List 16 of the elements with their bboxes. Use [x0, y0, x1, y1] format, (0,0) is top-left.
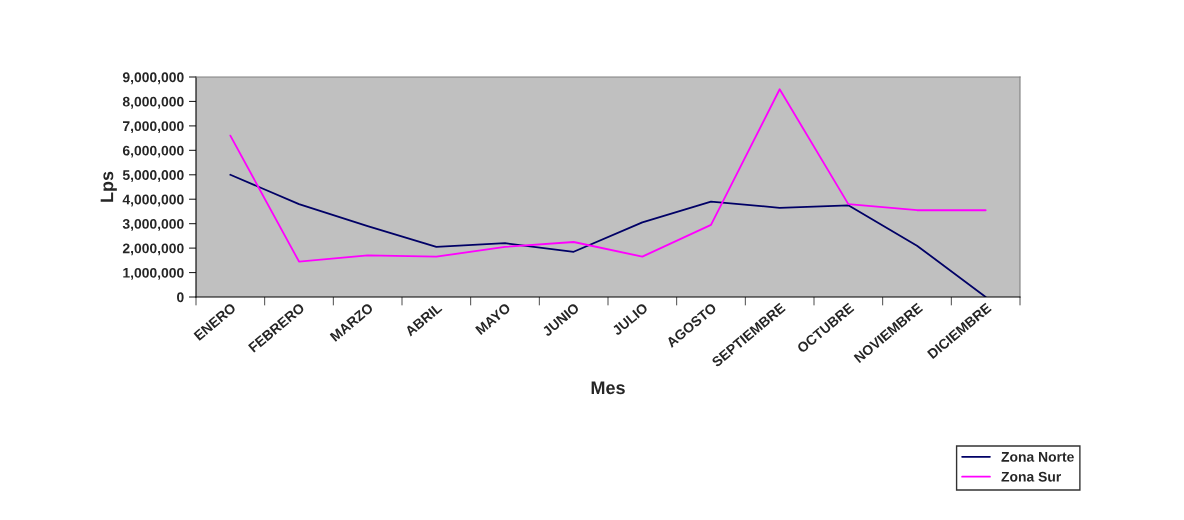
- line-series: [229, 173, 987, 297]
- legend-label: Zona Norte: [1001, 452, 1074, 462]
- y-tick-label: 3,000,000: [122, 219, 184, 231]
- y-tick-label: 8,000,000: [122, 96, 184, 109]
- x-axis-title: Mes: [591, 381, 625, 395]
- y-tick-label: 5,000,000: [122, 170, 184, 182]
- line-series: [229, 88, 987, 263]
- y-tick-label: 2,000,000: [122, 243, 184, 256]
- legend-label: Zona Sur: [1001, 471, 1062, 482]
- y-tick-label: 0: [177, 292, 184, 303]
- y-tick-label: 7,000,000: [123, 121, 184, 134]
- y-tick-label: 6,000,000: [122, 145, 184, 158]
- y-tick-label: 4,000,000: [122, 194, 184, 207]
- y-tick-label: 1,000,000: [123, 267, 184, 280]
- y-tick-label: 9,000,000: [122, 72, 184, 85]
- y-axis-title: Lps: [100, 171, 117, 202]
